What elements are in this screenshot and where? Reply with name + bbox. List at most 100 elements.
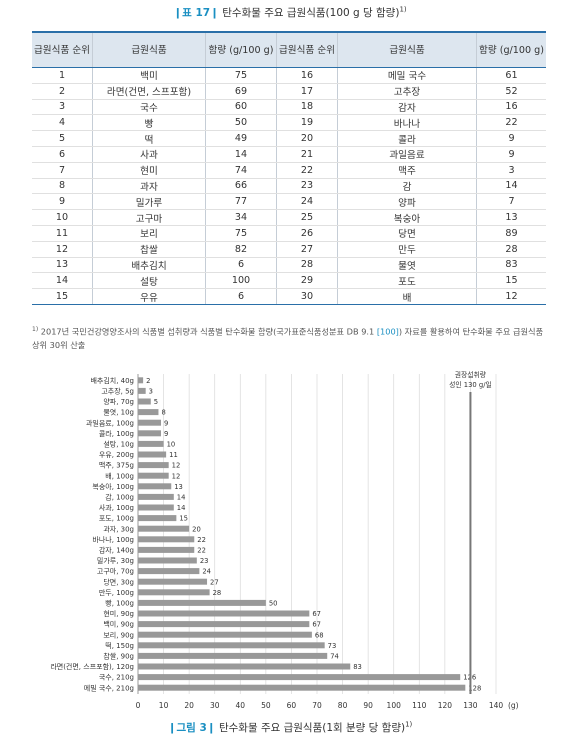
value-label: 28 bbox=[213, 589, 222, 597]
reference-label-1: 권장섭취량 bbox=[455, 370, 487, 379]
table-row: 10 고구마 34 25 복숭아 13 bbox=[32, 209, 546, 226]
bar bbox=[138, 377, 144, 384]
category-label: 현미, 90g bbox=[103, 609, 134, 618]
cell-food: 고추장 bbox=[337, 83, 477, 100]
x-tick-label: 80 bbox=[338, 701, 348, 710]
cell-food: 콜라 bbox=[337, 130, 477, 147]
cell-amount: 13 bbox=[476, 209, 546, 226]
category-label: 밀가루, 30g bbox=[97, 556, 134, 565]
cell-rank: 1 bbox=[32, 67, 93, 84]
bar bbox=[138, 451, 167, 458]
note-reference: [100] bbox=[376, 326, 399, 337]
category-label: 당면, 30g bbox=[103, 577, 134, 586]
cell-rank: 19 bbox=[276, 114, 338, 132]
category-label: 복숭아, 100g bbox=[92, 482, 134, 491]
category-label: 고구마, 70g bbox=[97, 567, 134, 576]
cell-rank: 5 bbox=[32, 130, 93, 147]
category-label: 배추김치, 40g bbox=[90, 376, 134, 385]
bar bbox=[138, 599, 266, 606]
cell-food: 물엿 bbox=[337, 257, 477, 274]
category-label: 만두, 100g bbox=[99, 588, 134, 597]
cell-food: 설탕 bbox=[92, 272, 206, 290]
table-row: 8 과자 66 23 감 14 bbox=[32, 178, 546, 195]
bar bbox=[138, 440, 164, 447]
table-body: 1 백미 75 16 메밀 국수 61 2 라면(건면, 스프포함) 69 17 고추장 52 3 국수 6… bbox=[32, 67, 546, 305]
cell-food: 배추김치 bbox=[92, 257, 206, 274]
cell-rank: 2 bbox=[32, 83, 93, 100]
value-label: 10 bbox=[167, 441, 176, 449]
value-label: 12 bbox=[172, 462, 181, 470]
category-label: 우유, 200g bbox=[99, 451, 134, 459]
cell-food: 양파 bbox=[337, 193, 477, 211]
value-label: 24 bbox=[202, 568, 211, 576]
note-mark: 1) bbox=[32, 326, 39, 333]
x-tick-label: 10 bbox=[159, 701, 169, 710]
bar bbox=[138, 483, 172, 490]
category-label: 라면(건면, 스프포함), 120g bbox=[50, 662, 134, 671]
value-label: 22 bbox=[197, 536, 206, 544]
figure-caption: ❙그림 3❙ 탄수화물 주요 급원식품(1회 분량 당 함량)1) bbox=[167, 720, 413, 735]
cell-amount: 3 bbox=[476, 162, 546, 179]
cell-amount: 12 bbox=[476, 288, 546, 305]
cell-rank: 9 bbox=[32, 193, 93, 211]
bar bbox=[138, 589, 210, 596]
col-header-amount-1: 함량 (g/100 g) bbox=[205, 31, 277, 68]
note-text-1: 2017년 국민건강영양조사의 식품별 섭취량과 식품별 탄수화물 함량(국가표… bbox=[40, 326, 377, 337]
bar bbox=[138, 652, 328, 659]
cell-amount: 75 bbox=[205, 67, 277, 84]
cell-rank: 23 bbox=[276, 178, 338, 195]
value-label: 9 bbox=[164, 430, 168, 438]
cell-food: 메밀 국수 bbox=[337, 67, 477, 84]
cell-amount: 83 bbox=[476, 257, 546, 274]
cell-rank: 3 bbox=[32, 99, 93, 116]
x-tick-label: 90 bbox=[363, 701, 373, 710]
cell-rank: 12 bbox=[32, 241, 93, 258]
bar bbox=[138, 398, 151, 405]
cell-amount: 34 bbox=[205, 209, 277, 226]
category-label: 빵, 100g bbox=[105, 599, 134, 608]
cell-food: 백미 bbox=[92, 67, 206, 84]
value-label: 68 bbox=[315, 631, 324, 639]
category-label: 찹쌀, 90g bbox=[103, 652, 134, 661]
x-tick-label: 120 bbox=[438, 701, 453, 710]
cell-food: 감 bbox=[337, 178, 477, 195]
category-label: 메밀 국수, 210g bbox=[84, 684, 134, 692]
bar bbox=[138, 578, 208, 585]
cell-amount: 61 bbox=[476, 67, 546, 84]
cell-rank: 6 bbox=[32, 146, 93, 163]
value-label: 8 bbox=[161, 409, 165, 417]
cell-rank: 27 bbox=[276, 241, 338, 258]
cell-amount: 75 bbox=[205, 225, 277, 242]
cell-amount: 49 bbox=[205, 130, 277, 147]
cell-amount: 15 bbox=[476, 272, 546, 290]
cell-rank: 20 bbox=[276, 130, 338, 147]
bar bbox=[138, 546, 195, 553]
value-label: 73 bbox=[328, 642, 337, 650]
value-label: 22 bbox=[197, 547, 206, 555]
table-row: 4 빵 50 19 바나나 22 bbox=[32, 114, 546, 132]
bar bbox=[138, 504, 174, 511]
cell-rank: 21 bbox=[276, 146, 338, 163]
category-label: 국수, 210g bbox=[99, 674, 134, 682]
reference-label-2: 성인 130 g/일 bbox=[449, 380, 492, 389]
category-label: 사과, 100g bbox=[99, 503, 134, 512]
cell-amount: 16 bbox=[476, 99, 546, 116]
table-row: 5 떡 49 20 콜라 9 bbox=[32, 130, 546, 147]
category-label: 바나나, 100g bbox=[92, 535, 134, 544]
bar bbox=[138, 621, 310, 628]
category-label: 과자, 30g bbox=[103, 524, 134, 533]
value-label: 74 bbox=[330, 653, 339, 661]
cell-food: 만두 bbox=[337, 241, 477, 258]
cell-rank: 17 bbox=[276, 83, 338, 100]
cell-amount: 9 bbox=[476, 130, 546, 147]
cell-rank: 30 bbox=[276, 288, 338, 305]
table-row: 11 보리 75 26 당면 89 bbox=[32, 225, 546, 242]
bar bbox=[138, 409, 159, 416]
col-header-rank-2: 급원식품 순위 bbox=[276, 31, 338, 68]
cell-food: 맥주 bbox=[337, 162, 477, 179]
cell-food: 당면 bbox=[337, 225, 477, 242]
value-label: 14 bbox=[177, 494, 186, 502]
x-tick-label: 30 bbox=[210, 701, 220, 710]
x-tick-label: 50 bbox=[261, 701, 271, 710]
cell-amount: 9 bbox=[476, 146, 546, 163]
